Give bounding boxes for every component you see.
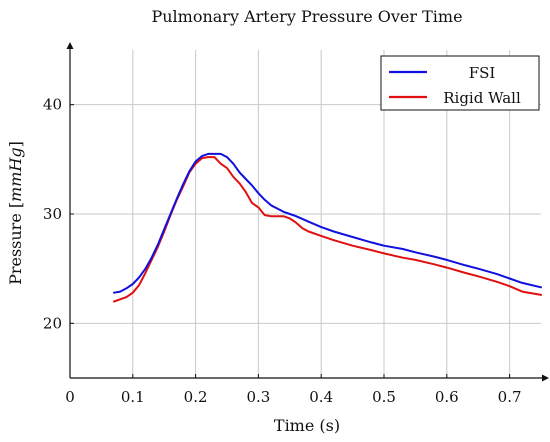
y-axis-label-main: Pressure [	[6, 202, 25, 285]
x-tick-label: 0.7	[498, 388, 522, 406]
legend-label-fsi: FSI	[469, 64, 496, 82]
series-layer	[113, 152, 542, 303]
chart-title: Pulmonary Artery Pressure Over Time	[151, 7, 462, 26]
x-tick-label: 0	[65, 388, 75, 406]
y-axis-label: Pressure [mmHg]	[6, 141, 25, 285]
y-tick-label: 30	[43, 205, 62, 223]
x-tick-label: 0.6	[435, 388, 459, 406]
y-axis-label-unit: mmHg	[6, 147, 25, 202]
tick-layer: 0 0.1 0.2 0.3 0.4 0.5 0.6 0.7 20 30 40	[43, 96, 522, 406]
x-axis-arrowhead	[542, 374, 549, 382]
x-axis-label: Time (s)	[274, 416, 340, 435]
legend-box	[380, 55, 540, 111]
x-tick-label: 0.5	[372, 388, 396, 406]
legend-label-rigid-wall: Rigid Wall	[443, 89, 521, 107]
y-axis-label-close: ]	[6, 141, 25, 147]
y-tick-label: 20	[43, 314, 62, 332]
y-axis-arrowhead	[66, 42, 74, 49]
y-tick-label: 40	[43, 96, 62, 114]
x-tick-label: 0.3	[246, 388, 270, 406]
series-line-fsi	[113, 152, 542, 294]
legend: FSI Rigid Wall	[380, 55, 540, 111]
x-tick-label: 0.2	[184, 388, 208, 406]
x-tick-label: 0.4	[309, 388, 333, 406]
x-tick-label: 0.1	[121, 388, 145, 406]
